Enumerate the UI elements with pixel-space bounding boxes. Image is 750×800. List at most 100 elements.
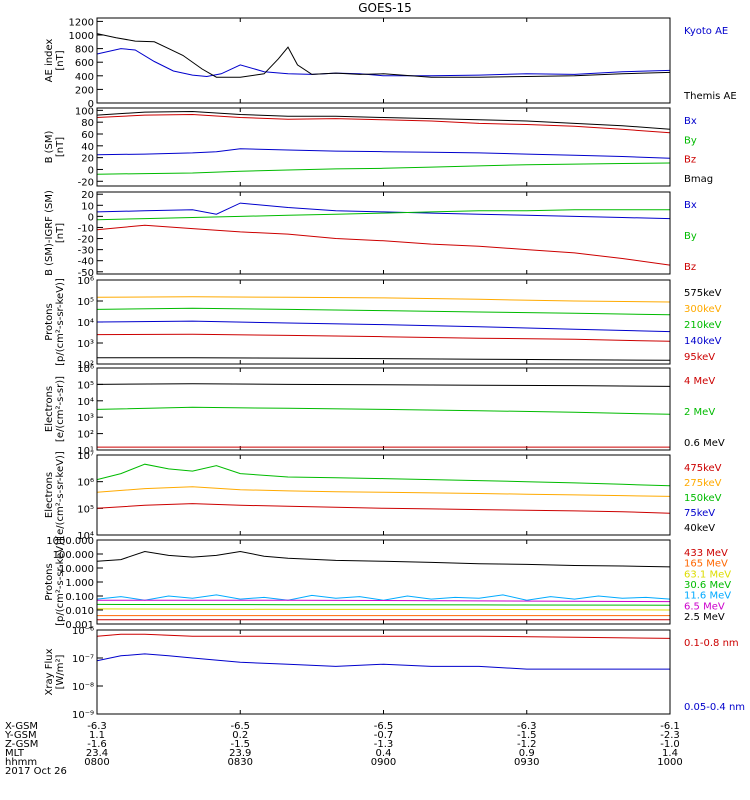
panel-5: 10¹ 10² 10³ 10⁴ 10⁵ 10⁶ Electrons[e/(cm²-s-sr)… — [44, 364, 725, 457]
legend-label: 75keV — [684, 508, 715, 519]
legend-label: 40keV — [684, 523, 715, 534]
legend-label: 0.1-0.8 nm — [684, 638, 739, 649]
y-axis-label-line: [p/(cm²-s-sr-keV)] — [55, 278, 66, 366]
panel-frame — [96, 629, 671, 715]
y-tick-label: 10⁻⁶ — [72, 626, 94, 637]
legend-label: 0.05-0.4 nm — [684, 702, 745, 713]
y-tick-label: 100 — [75, 106, 94, 117]
y-axis-label-line: [e/(cm²-s-sr-keV)] — [55, 451, 66, 539]
series-line — [96, 48, 671, 78]
y-tick-label: 10⁻⁹ — [72, 710, 94, 721]
x-row-value: -6.5 — [230, 721, 250, 732]
legend-label: 4 MeV — [684, 376, 715, 387]
x-row-value: 23.4 — [86, 748, 108, 759]
x-row-value: 23.9 — [229, 748, 251, 759]
y-axis-label: B (SM)[nT] — [44, 130, 66, 163]
y-tick-label: 10⁶ — [77, 364, 94, 375]
y-tick-label: 10⁻⁸ — [72, 682, 94, 693]
y-tick-label: 400 — [75, 72, 94, 83]
y-tick-label: 10⁵ — [77, 380, 94, 391]
y-axis-label-line: [nT] — [55, 223, 66, 243]
y-tick-label: 1000.000 — [46, 536, 94, 547]
x-row-label: X-GSM — [5, 721, 38, 732]
y-tick-label: 10⁴ — [77, 318, 94, 329]
y-tick-label: 10⁷ — [77, 451, 94, 462]
y-tick-label: 200 — [75, 85, 94, 96]
x-row-value: -0.7 — [374, 730, 394, 741]
y-tick-label: 80 — [81, 118, 94, 129]
series-line — [96, 653, 670, 670]
legend-label: Bz — [684, 262, 696, 273]
x-row-value: 0830 — [228, 757, 253, 768]
series-line — [96, 486, 671, 497]
x-row-value: -1.2 — [517, 739, 537, 750]
legend-label: Bz — [684, 155, 696, 166]
x-axis-table: X-GSM -6.3 -6.5 -6.5 -6.3 -6.1 Y-GSM 1.1 0.2 -0.7… — [4, 721, 683, 777]
x-row-value: -6.1 — [660, 721, 680, 732]
series-line — [97, 599, 671, 603]
y-axis-label-line: Electrons — [44, 386, 55, 432]
series-line — [96, 603, 671, 606]
series-line — [96, 383, 671, 387]
series-line — [96, 110, 671, 130]
y-tick-label: 10¹ — [77, 446, 94, 457]
legend-label: 95keV — [684, 352, 715, 363]
panel-frame — [96, 539, 671, 625]
x-row-value: 0930 — [514, 757, 539, 768]
series-line — [96, 202, 671, 220]
legend-label: Bx — [684, 116, 697, 127]
y-tick-label: 10⁴ — [77, 397, 94, 408]
legend-label: Bx — [684, 200, 697, 211]
y-tick-label: 10⁴ — [77, 531, 94, 542]
x-row-value: -6.3 — [87, 721, 107, 732]
legend-label: 0.6 MeV — [684, 438, 725, 449]
legend-label: 150keV — [684, 493, 722, 504]
y-tick-label: 0.001 — [65, 620, 94, 631]
legend-label: 30.6 MeV — [684, 580, 731, 591]
panel-frame — [96, 107, 671, 187]
y-axis-label-line: Xray Flux — [44, 648, 55, 695]
x-row-value: 0900 — [371, 757, 396, 768]
x-row-value: 1000 — [657, 757, 682, 768]
y-tick-label: -40 — [78, 257, 94, 268]
legend-label: 140keV — [684, 336, 722, 347]
series-line — [96, 594, 671, 601]
y-tick-label: 0.100 — [65, 592, 94, 603]
series-line — [96, 224, 671, 266]
panel-frame — [96, 367, 671, 451]
y-axis-label-line: [nT] — [55, 50, 66, 70]
panel-7: 0.001 0.010 0.100 1.000 10.000 100.000 1000.00… — [44, 536, 731, 631]
legend-label: 165 MeV — [684, 559, 728, 570]
legend-label: 2 MeV — [684, 407, 715, 418]
x-row-label: MLT — [5, 748, 25, 759]
series-line — [96, 307, 671, 316]
y-tick-label: 10⁻⁷ — [72, 654, 94, 665]
x-row-value: 0.4 — [376, 748, 392, 759]
legend-label: 475keV — [684, 463, 722, 474]
y-tick-label: 40 — [81, 142, 94, 153]
y-tick-label: 20 — [81, 154, 94, 165]
series-line — [96, 148, 671, 159]
y-axis-label-line: [p/(cm²-s-sr-keV)] — [55, 538, 66, 626]
y-tick-label: -30 — [78, 246, 94, 257]
y-axis-label: Xray Flux[W/m²] — [44, 648, 66, 695]
series-line — [96, 320, 671, 333]
legend-label: 2.5 MeV — [684, 612, 725, 623]
legend-label: 433 MeV — [684, 548, 728, 559]
legend-label: 575keV — [684, 288, 722, 299]
y-tick-label: 10² — [77, 360, 94, 371]
series-line — [96, 503, 671, 514]
legend-label: 63.1 MeV — [684, 569, 731, 580]
date-label: 2017 Oct 26 — [5, 766, 67, 777]
y-axis-label-line: Protons — [44, 303, 55, 340]
y-tick-label: 0.010 — [65, 606, 94, 617]
y-axis-label: Electrons[e/(cm²-s-sr)] — [44, 376, 66, 442]
legend-label: 300keV — [684, 304, 722, 315]
y-axis-label-line: B (SM)-IGRF (SM) — [44, 190, 55, 276]
x-row-value: -2.3 — [660, 730, 680, 741]
y-axis-label-line: [nT] — [55, 137, 66, 157]
x-row-value: 1.4 — [662, 748, 678, 759]
